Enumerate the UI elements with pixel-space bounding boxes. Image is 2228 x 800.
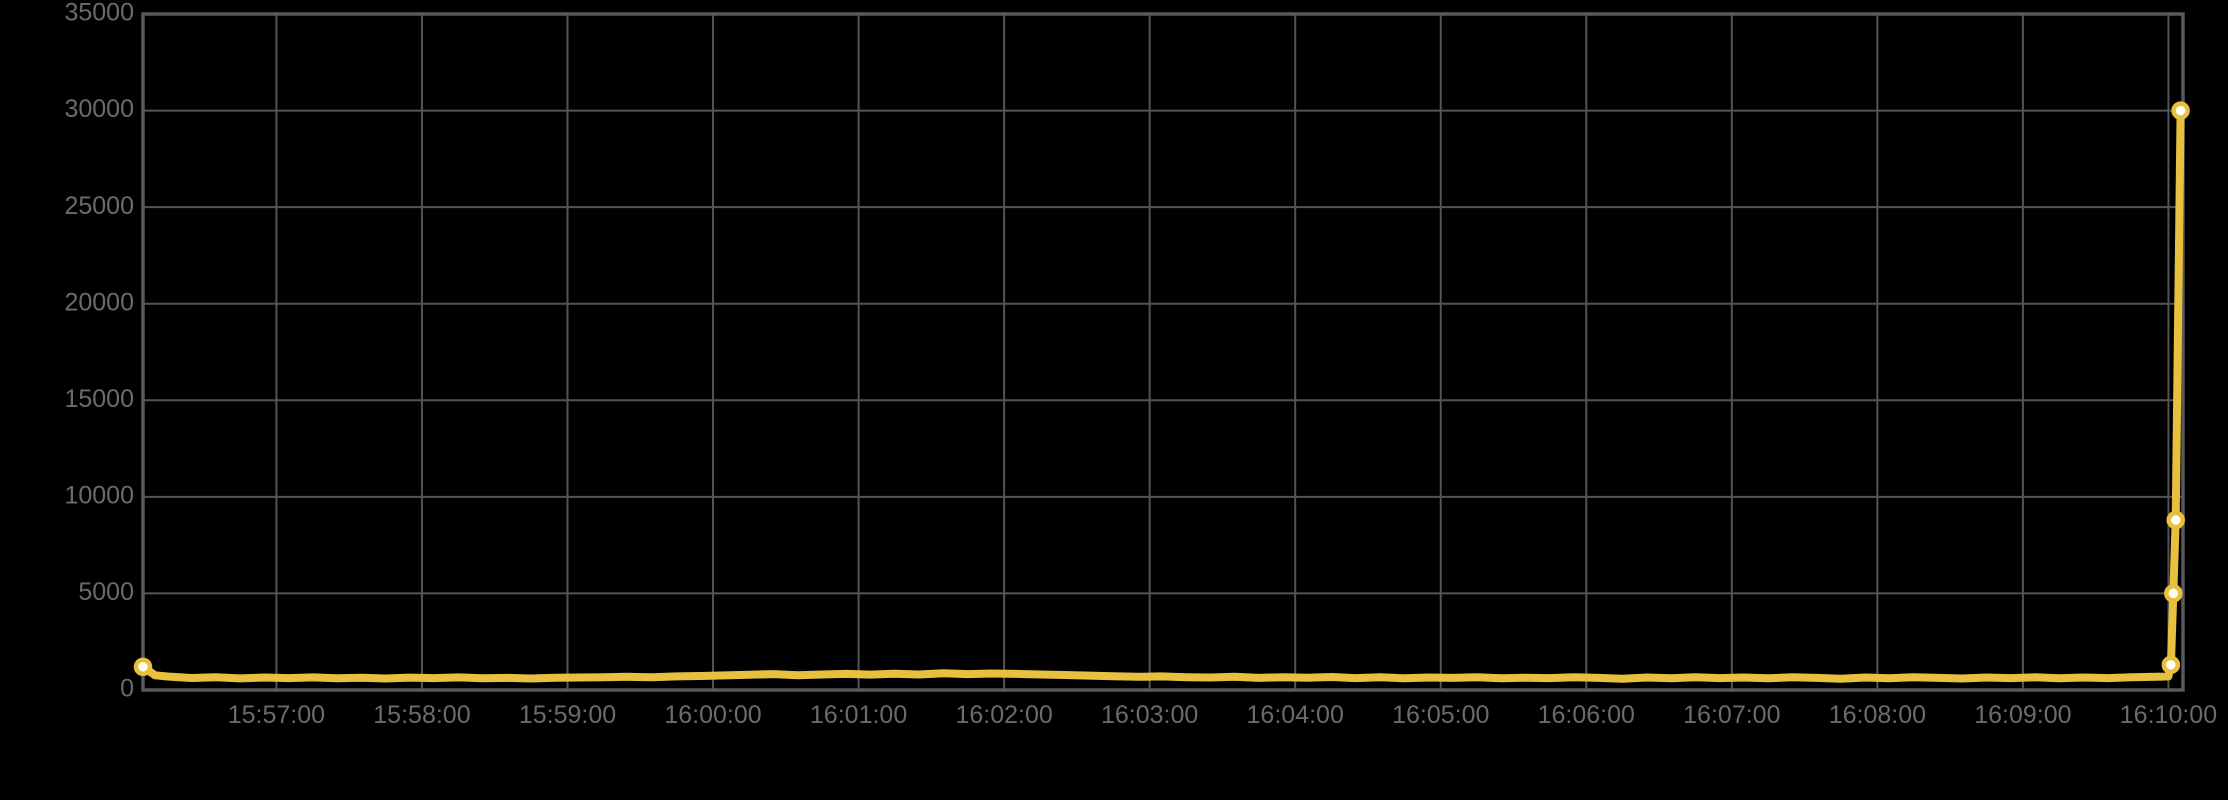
y-tick-label: 35000: [64, 0, 134, 27]
x-tick-label: 16:06:00: [1538, 701, 1635, 729]
x-tick-label: 15:58:00: [373, 701, 470, 729]
plot-border: [141, 12, 2185, 692]
x-tick-label: 16:00:00: [664, 701, 761, 729]
x-tick-label: 16:08:00: [1829, 701, 1926, 729]
x-tick-label: 16:01:00: [810, 701, 907, 729]
y-tick-label: 5000: [78, 578, 134, 606]
series-line: [139, 106, 2185, 683]
data-point-marker[interactable]: [2161, 655, 2181, 675]
data-point-marker[interactable]: [2164, 584, 2183, 603]
y-tick-label: 15000: [64, 385, 134, 413]
x-tick-label: 16:10:00: [2120, 701, 2217, 729]
y-tick-label: 30000: [64, 95, 134, 123]
y-tick-label: 0: [120, 675, 134, 703]
x-tick-label: 16:04:00: [1247, 701, 1344, 729]
y-tick-label: 25000: [64, 192, 134, 220]
x-tick-label: 16:05:00: [1392, 701, 1489, 729]
x-tick-label: 15:59:00: [519, 701, 616, 729]
x-tick-label: 16:02:00: [955, 701, 1052, 729]
y-tick-label: 10000: [64, 481, 134, 509]
x-tick-label: 16:09:00: [1974, 701, 2071, 729]
data-point-marker[interactable]: [2171, 101, 2190, 120]
data-point-marker[interactable]: [2166, 510, 2185, 530]
x-tick-label: 15:57:00: [228, 701, 325, 729]
x-tick-label: 16:07:00: [1683, 701, 1780, 729]
x-tick-label: 16:03:00: [1101, 701, 1198, 729]
y-tick-label: 20000: [64, 288, 134, 316]
data-point-marker[interactable]: [133, 657, 153, 677]
